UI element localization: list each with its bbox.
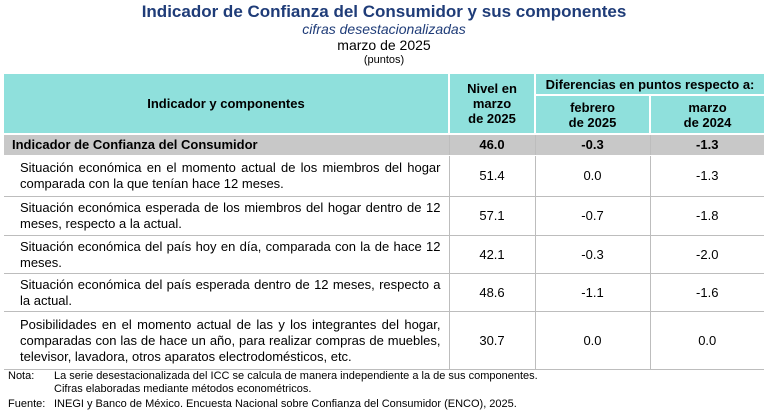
table: Indicador y componentes Nivel en marzo d… xyxy=(4,72,764,370)
table-body: Indicador de Confianza del Consumidor 46… xyxy=(4,134,764,370)
cell: -1.8 xyxy=(649,196,764,236)
cell: Situación económica del país hoy en día,… xyxy=(4,235,449,274)
col-header: Nivel en marzo de 2025 xyxy=(448,72,536,135)
cell: 46.0 xyxy=(448,134,535,156)
note: Nota: La serie desestacionalizada del ICC… xyxy=(8,370,538,383)
col-header-line: de 2025 xyxy=(468,111,516,126)
source: Fuente: INEGI y Banco de México. Encuesta… xyxy=(8,398,538,411)
col-header: febrero de 2025 xyxy=(534,94,651,135)
header: Indicador de Confianza del Consumidor y … xyxy=(0,0,768,67)
subtitle: cifras desestacionalizadas xyxy=(302,21,466,37)
cell: -1.6 xyxy=(649,273,764,312)
note-text: Cifras elaboradas mediante métodos econo… xyxy=(54,383,312,395)
cell: 0.0 xyxy=(534,155,650,197)
note-label: Nota: xyxy=(8,370,35,382)
cell: 51.4 xyxy=(448,155,535,197)
units: (puntos) xyxy=(363,54,405,66)
cell: Situación económica esperada de los miem… xyxy=(4,196,449,236)
cell: 48.6 xyxy=(448,273,535,312)
cell: 57.1 xyxy=(448,196,535,236)
cell: -2.0 xyxy=(649,235,764,274)
title: Indicador de Confianza del Consumidor y … xyxy=(141,2,627,21)
source-text: INEGI y Banco de México. Encuesta Nacion… xyxy=(54,398,517,410)
period: marzo de 2025 xyxy=(337,37,431,53)
row: Situación económica del país hoy en día,… xyxy=(4,235,764,274)
col-header-line: marzo xyxy=(472,96,512,111)
cell: 0.0 xyxy=(534,311,650,370)
col-header-line: marzo xyxy=(688,99,727,115)
cell: -1.1 xyxy=(534,273,650,312)
row: Situación económica esperada de los miem… xyxy=(4,196,764,236)
row: Situación económica del país esperada de… xyxy=(4,273,764,312)
cell: -1.3 xyxy=(649,155,764,197)
row: Posibilidades en el momento actual de la… xyxy=(4,311,764,370)
cell: Situación económica en el momento actual… xyxy=(4,155,449,197)
col-header-line: de 2025 xyxy=(568,114,617,130)
col-header-line: Nivel en xyxy=(467,81,517,96)
notes: Nota: La serie desestacionalizada del ICC… xyxy=(8,370,538,411)
cell: 0.0 xyxy=(649,311,764,370)
summary-row: Indicador de Confianza del Consumidor 46… xyxy=(4,134,764,156)
cell: 30.7 xyxy=(448,311,535,370)
col-header-line: de 2024 xyxy=(683,114,732,130)
row: Situación económica en el momento actual… xyxy=(4,155,764,197)
cell: Posibilidades en el momento actual de la… xyxy=(4,311,449,370)
cell: Situación económica del país esperada de… xyxy=(4,273,449,312)
cell: -0.3 xyxy=(534,134,650,156)
cell: Indicador de Confianza del Consumidor xyxy=(4,134,449,156)
col-group-header: Diferencias en puntos respecto a: xyxy=(534,72,764,96)
cell: -1.3 xyxy=(649,134,764,156)
col-header-line: febrero xyxy=(570,99,615,115)
cell: -0.7 xyxy=(534,196,650,236)
source-label: Fuente: xyxy=(8,398,46,410)
cell: 42.1 xyxy=(448,235,535,274)
cell: -0.3 xyxy=(534,235,650,274)
col-header: marzo de 2024 xyxy=(649,94,764,135)
note-text: La serie desestacionalizada del ICC se c… xyxy=(54,370,538,382)
col-header: Indicador y componentes xyxy=(4,72,450,135)
